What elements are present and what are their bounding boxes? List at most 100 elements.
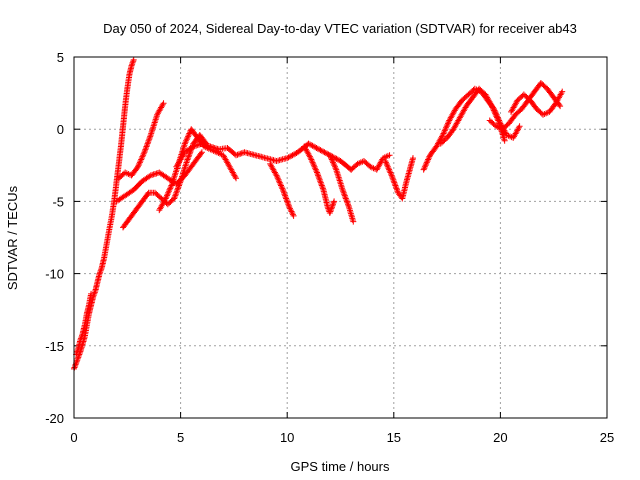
data-trace-segment bbox=[445, 127, 456, 140]
data-point bbox=[141, 149, 148, 156]
y-tick-label: -10 bbox=[45, 267, 64, 282]
y-tick-label: 5 bbox=[57, 50, 64, 65]
data-trace-segment bbox=[123, 187, 136, 198]
series-track-14 bbox=[437, 85, 508, 147]
data-trace-segment bbox=[140, 191, 151, 204]
data-point bbox=[181, 140, 188, 147]
data-trace-segment bbox=[73, 355, 81, 365]
data-trace-segment bbox=[500, 121, 511, 131]
data-trace-segment bbox=[129, 58, 137, 68]
data-trace-segment bbox=[327, 153, 339, 172]
data-trace-segment bbox=[178, 159, 190, 183]
data-trace-segment bbox=[553, 90, 565, 105]
data-point bbox=[307, 155, 314, 162]
series-track-2 bbox=[73, 290, 95, 358]
data-point bbox=[559, 88, 566, 95]
data-trace-segment bbox=[464, 95, 475, 108]
data-trace-segment bbox=[127, 208, 138, 221]
data-trace-segment bbox=[368, 164, 379, 172]
data-trace-segment bbox=[285, 150, 300, 161]
data-trace-segment bbox=[306, 141, 321, 152]
data-point bbox=[439, 131, 446, 138]
data-trace-segment bbox=[221, 153, 232, 169]
data-trace-segment bbox=[308, 156, 320, 175]
data-trace-segment bbox=[513, 107, 524, 117]
series-track-3 bbox=[115, 100, 167, 182]
data-trace-segment bbox=[182, 162, 196, 178]
data-trace-segment bbox=[77, 332, 85, 342]
data-trace-segment bbox=[382, 159, 394, 177]
data-trace-segment bbox=[511, 124, 522, 140]
data-point bbox=[198, 149, 205, 156]
x-tick-label: 5 bbox=[177, 430, 184, 445]
data-trace-segment bbox=[280, 188, 292, 209]
data-trace-segment bbox=[314, 171, 326, 192]
y-tick-label: 0 bbox=[57, 122, 64, 137]
data-trace-segment bbox=[174, 150, 187, 169]
data-trace-segment bbox=[528, 98, 539, 111]
data-point bbox=[147, 172, 154, 179]
data-point bbox=[284, 155, 291, 162]
y-tick-label: -15 bbox=[45, 339, 64, 354]
data-point bbox=[326, 152, 333, 159]
y-axis-label: SDTVAR / TECUs bbox=[5, 185, 20, 290]
data-trace-segment bbox=[356, 158, 366, 167]
series-track-8 bbox=[267, 160, 297, 219]
data-trace-segment bbox=[453, 98, 465, 111]
x-tick-label: 20 bbox=[493, 430, 507, 445]
data-trace-segment bbox=[451, 116, 463, 131]
data-trace-segment bbox=[116, 145, 124, 166]
data-point bbox=[88, 290, 95, 297]
data-trace-segment bbox=[333, 168, 346, 192]
data-trace-segment bbox=[539, 81, 549, 91]
data-trace-segment bbox=[153, 190, 164, 201]
data-trace-segment bbox=[399, 179, 410, 200]
data-point bbox=[279, 186, 286, 193]
data-trace-segment bbox=[120, 104, 128, 128]
data-point bbox=[382, 157, 389, 164]
data-point bbox=[557, 103, 564, 110]
data-trace-segment bbox=[541, 109, 551, 117]
data-point bbox=[516, 123, 523, 130]
data-trace-segment bbox=[200, 141, 212, 149]
data-point bbox=[386, 152, 393, 159]
data-point bbox=[290, 212, 297, 219]
data-point bbox=[286, 204, 293, 211]
data-trace-segment bbox=[547, 101, 558, 114]
data-trace-segment bbox=[135, 150, 147, 169]
data-trace-segment bbox=[97, 266, 105, 276]
data-point bbox=[409, 155, 416, 162]
data-trace-segment bbox=[522, 92, 532, 103]
data-trace-segment bbox=[157, 197, 168, 212]
data-trace-segment bbox=[519, 98, 531, 111]
data-trace-segment bbox=[227, 165, 239, 180]
series-track-10 bbox=[326, 152, 357, 225]
data-trace-segment bbox=[129, 165, 140, 178]
data-point bbox=[339, 186, 346, 193]
data-point bbox=[305, 140, 312, 147]
data-trace-segment bbox=[208, 144, 221, 152]
data-point bbox=[273, 172, 280, 179]
data-trace-segment bbox=[320, 188, 331, 209]
data-trace-segment bbox=[508, 98, 520, 114]
data-trace-segment bbox=[545, 87, 556, 100]
data-trace-segment bbox=[362, 159, 373, 169]
data-point bbox=[326, 209, 333, 216]
series-track-15 bbox=[486, 79, 564, 133]
data-point bbox=[183, 157, 190, 164]
data-point bbox=[350, 218, 357, 225]
data-trace-segment bbox=[123, 170, 133, 178]
data-trace-segment bbox=[215, 150, 225, 158]
data-trace-segment bbox=[457, 104, 469, 120]
data-trace-segment bbox=[122, 87, 131, 108]
data-trace-segment bbox=[489, 104, 501, 123]
data-trace-segment bbox=[163, 182, 175, 201]
data-point bbox=[162, 195, 169, 202]
data-point bbox=[160, 100, 167, 107]
x-tick-label: 25 bbox=[600, 430, 614, 445]
data-point bbox=[488, 103, 495, 110]
data-point bbox=[77, 337, 84, 344]
data-trace-segment bbox=[506, 113, 518, 126]
data-trace-segment bbox=[439, 136, 449, 146]
